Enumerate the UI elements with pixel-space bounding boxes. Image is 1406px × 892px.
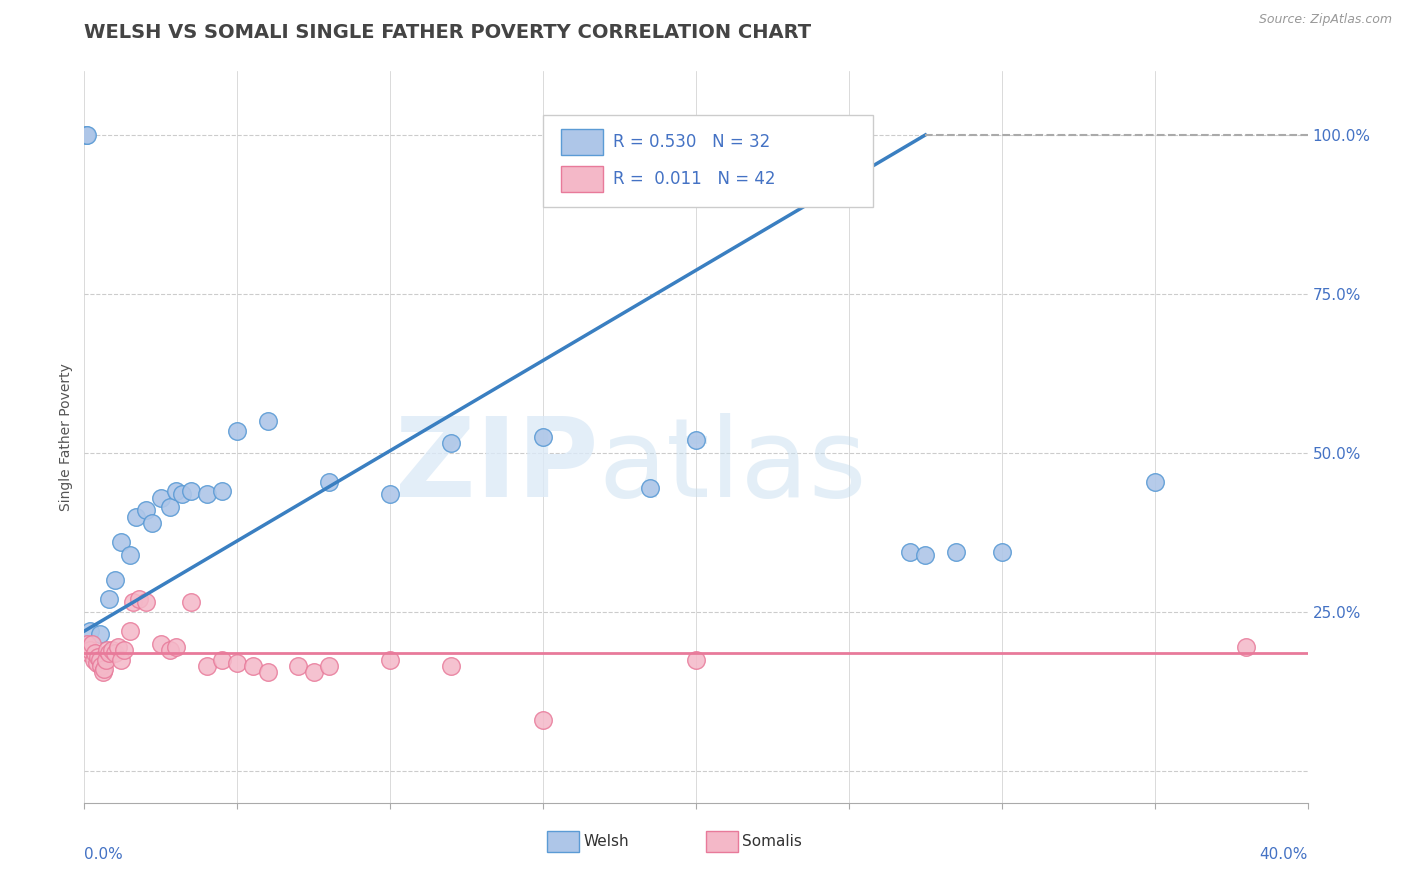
Point [141,516,163,530]
Point [120,548,142,562]
Point [77,646,100,660]
Point [159,643,181,657]
Point [165,640,187,654]
Text: Source: ZipAtlas.com: Source: ZipAtlas.com [1258,13,1392,27]
Point [1236,640,1258,654]
Point [93,662,115,676]
FancyBboxPatch shape [561,166,603,192]
Point [128,592,150,607]
Point [96,643,118,657]
Point [172,487,194,501]
FancyBboxPatch shape [706,830,738,852]
Point [101,643,124,657]
Point [180,595,202,609]
Point [685,434,707,448]
FancyBboxPatch shape [543,115,873,207]
Point [135,595,157,609]
Point [90,659,112,673]
Point [257,665,280,680]
Text: 0.0%: 0.0% [84,847,124,862]
Point [302,665,325,680]
Point [135,503,157,517]
Point [149,491,172,505]
FancyBboxPatch shape [561,129,603,155]
Point [257,414,280,428]
Point [110,535,132,549]
Point [242,659,264,673]
Text: 40.0%: 40.0% [1260,847,1308,862]
Point [211,484,233,499]
Point [440,436,463,450]
Y-axis label: Single Father Poverty: Single Father Poverty [59,363,73,511]
Point [83,653,105,667]
Point [195,487,218,501]
Point [104,646,127,660]
Point [180,484,202,499]
Text: Welsh: Welsh [583,834,628,849]
Point [898,544,921,558]
Point [112,643,135,657]
Text: Somalis: Somalis [742,834,803,849]
Point [89,653,111,667]
Point [945,544,967,558]
Point [76,128,98,142]
Text: WELSH VS SOMALI SINGLE FATHER POVERTY CORRELATION CHART: WELSH VS SOMALI SINGLE FATHER POVERTY CO… [84,23,811,42]
Point [440,659,463,673]
Point [75,128,97,142]
Point [91,665,114,680]
Text: R = 0.530   N = 32: R = 0.530 N = 32 [613,133,770,152]
Point [149,637,172,651]
Point [991,544,1014,558]
Point [87,649,110,664]
Point [380,653,402,667]
Point [104,573,127,587]
Point [79,624,101,638]
Point [287,659,309,673]
Point [120,624,142,638]
Text: ZIP: ZIP [395,413,598,520]
Point [226,424,249,438]
Point [638,481,661,495]
Point [97,646,120,660]
Text: atlas: atlas [598,413,866,520]
Point [86,656,108,670]
Point [914,548,936,562]
Point [226,656,249,670]
Point [97,592,120,607]
Point [94,653,117,667]
Point [75,640,97,654]
Point [318,659,340,673]
Point [685,653,707,667]
Point [531,713,554,727]
Point [823,128,845,142]
Point [107,640,129,654]
Point [125,509,148,524]
Point [122,595,145,609]
Point [531,430,554,444]
Point [165,484,187,499]
Point [211,653,233,667]
FancyBboxPatch shape [547,830,578,852]
Point [76,637,98,651]
Point [89,627,111,641]
Point [110,653,132,667]
Point [79,643,101,657]
Point [80,637,103,651]
Point [380,487,402,501]
Point [1143,475,1166,489]
Text: R =  0.011   N = 42: R = 0.011 N = 42 [613,169,775,188]
Point [84,646,107,660]
Point [159,500,181,514]
Point [318,475,340,489]
Point [195,659,218,673]
